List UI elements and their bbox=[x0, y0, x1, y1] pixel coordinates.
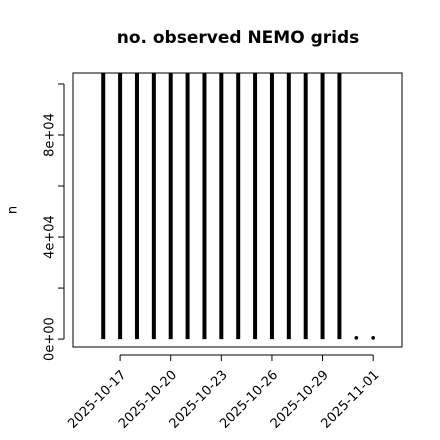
point bbox=[371, 336, 375, 340]
point bbox=[354, 336, 359, 340]
y-tick-label: 0e+00 bbox=[43, 317, 58, 361]
y-tick-label: 8e+04 bbox=[43, 113, 58, 157]
plot-marks bbox=[101, 73, 375, 340]
y-tick-label: 4e+04 bbox=[43, 215, 58, 259]
chart-title: no. observed NEMO grids bbox=[117, 28, 360, 48]
plot-frame bbox=[72, 72, 403, 348]
y-axis-label: n bbox=[6, 206, 21, 214]
